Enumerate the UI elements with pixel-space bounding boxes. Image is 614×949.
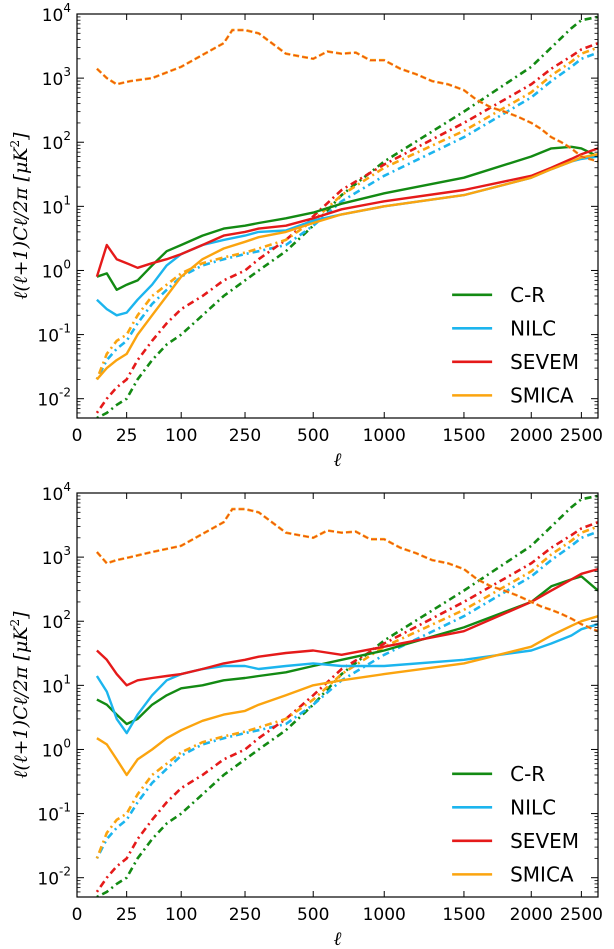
x-tick-label: 2500 (560, 426, 603, 446)
x-tick-label: 500 (297, 426, 329, 446)
y-tick-label: 10-1 (37, 801, 71, 826)
legend-label-smica: SMICA (510, 862, 574, 886)
x-tick-label: 1500 (442, 905, 485, 925)
x-tick-label: 250 (229, 905, 261, 925)
y-tick-label: 101 (42, 193, 71, 218)
x-tick-label: 100 (165, 905, 197, 925)
legend-label-sevem: SEVEM (510, 350, 579, 374)
x-tick-label: 1500 (442, 426, 485, 446)
series-line-c-r (96, 575, 598, 726)
series-line-smica (96, 615, 598, 777)
x-tick-label: 0 (72, 905, 83, 925)
y-tick-label: 104 (42, 1, 71, 26)
reference-line (95, 507, 598, 633)
reference-line-overlay (96, 508, 598, 632)
series-line-smica-noise (95, 525, 598, 859)
x-tick-label: 100 (165, 426, 197, 446)
y-tick-label: 10-2 (37, 865, 71, 890)
series-line-sevem (96, 567, 598, 687)
y-tick-label: 103 (42, 65, 71, 90)
plot-area (95, 15, 598, 418)
x-tick-label: 2000 (510, 905, 553, 925)
legend-label-c-r: C-R (510, 762, 545, 786)
y-tick-label: 101 (42, 672, 71, 697)
y-tick-label: 10-1 (37, 322, 71, 347)
series-line-nilc-noise (95, 530, 598, 859)
x-axis-label: ℓ (334, 449, 342, 471)
x-tick-label: 1000 (363, 426, 406, 446)
x-axis-label: ℓ (334, 928, 342, 949)
plot-area (95, 494, 598, 897)
series-line-sevem (95, 147, 598, 278)
legend-label-nilc: NILC (510, 316, 556, 340)
y-tick-label: 10-2 (37, 386, 71, 411)
y-tick-label: 102 (42, 129, 71, 154)
series-line-nilc (95, 623, 598, 735)
series-line-c-r-noise (96, 494, 598, 897)
x-tick-label: 2500 (560, 905, 603, 925)
series-line-smica-noise (95, 46, 598, 380)
series-line-c-r-noise (96, 15, 598, 418)
y-tick-label: 100 (42, 257, 71, 282)
legend-label-nilc: NILC (510, 795, 556, 819)
x-tick-label: 250 (229, 426, 261, 446)
chart-panel-2: 0 25 100 250 500 1000 1500 2000 2500 10-2 10-1 100 1… (8, 480, 603, 949)
legend-label-c-r: C-R (510, 283, 545, 307)
x-tick-label: 25 (116, 426, 138, 446)
legend-label-sevem: SEVEM (510, 829, 579, 853)
series-line-smica (95, 153, 598, 381)
reference-line-overlay (96, 29, 598, 162)
y-tick-label: 104 (42, 480, 71, 505)
x-tick-label: 0 (72, 426, 83, 446)
legend-label-smica: SMICA (510, 383, 574, 407)
y-tick-label: 103 (42, 544, 71, 569)
y-axis-label: ℓ(ℓ+1)Cℓ/2π [μK2] (8, 132, 32, 300)
y-tick-label: 102 (42, 608, 71, 633)
x-tick-label: 500 (297, 905, 329, 925)
y-axis-label: ℓ(ℓ+1)Cℓ/2π [μK2] (8, 611, 32, 779)
series-line-nilc-noise (95, 51, 598, 380)
y-tick-label: 100 (42, 736, 71, 761)
series-line-c-r (96, 145, 598, 291)
x-tick-label: 2000 (510, 426, 553, 446)
x-tick-label: 1000 (363, 905, 406, 925)
chart-panel-1: 0 25 100 250 500 1000 1500 2000 2500 10-2 10-1 100 1… (8, 1, 603, 471)
x-tick-label: 25 (116, 905, 138, 925)
